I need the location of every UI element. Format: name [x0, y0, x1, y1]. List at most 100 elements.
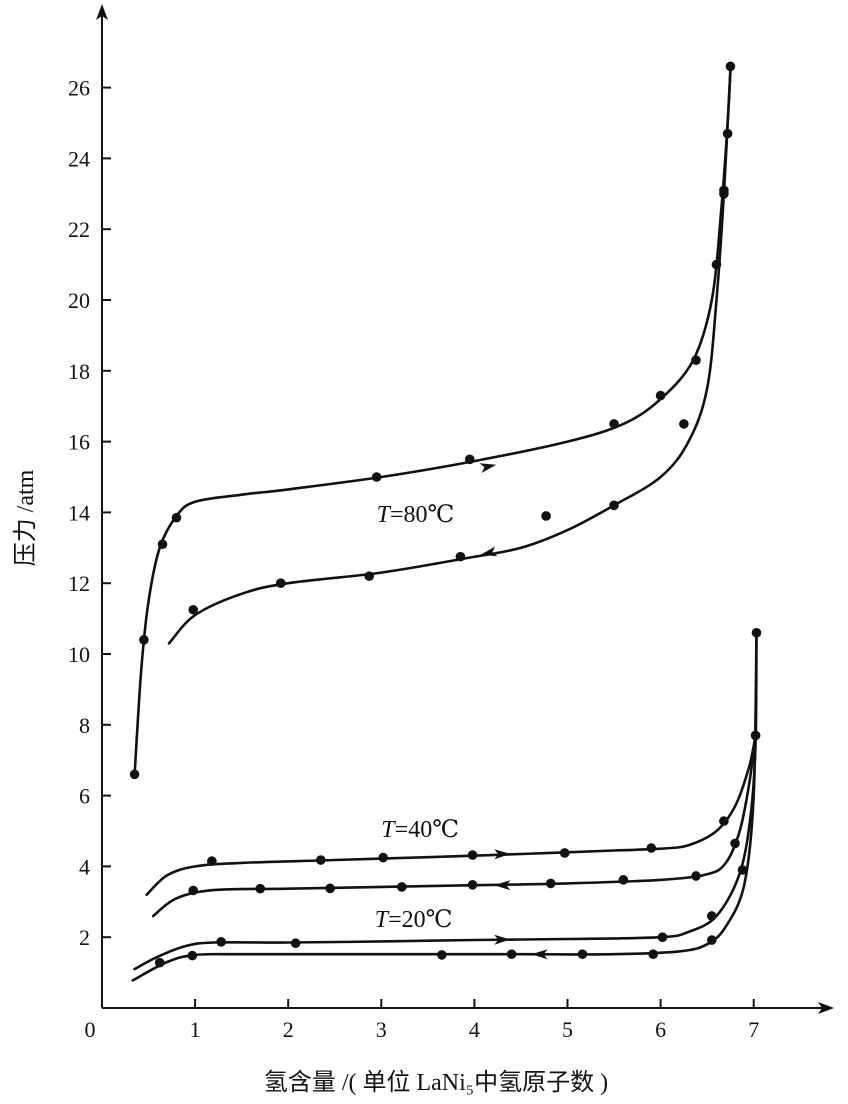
data-point [730, 838, 740, 849]
y-tick-label: 10 [68, 642, 90, 667]
data-point [577, 949, 588, 959]
direction-arrow [494, 880, 511, 891]
direction-arrow [531, 949, 548, 960]
data-point [719, 189, 729, 199]
data-point [722, 128, 733, 139]
data-point [325, 883, 335, 894]
direction-arrow [494, 934, 511, 945]
data-point [545, 878, 556, 889]
x-tick-label: 1 [190, 1017, 201, 1042]
data-point [437, 950, 447, 960]
data-point [646, 843, 657, 853]
data-point [378, 852, 388, 863]
curve-label-value: =40℃ [395, 817, 459, 843]
curve-label-variable: T [381, 817, 396, 843]
series-line [133, 631, 758, 971]
data-point [648, 949, 658, 959]
data-point [506, 949, 517, 959]
data-point [207, 856, 217, 866]
x-tick-label: 3 [376, 1017, 387, 1042]
data-point [655, 390, 666, 401]
y-tick-label: 22 [68, 217, 90, 242]
y-tick-label: 18 [68, 359, 90, 384]
curve-label-variable: T [377, 502, 392, 528]
data-point [711, 259, 722, 270]
data-point [657, 932, 668, 942]
x-axis-arrow [818, 1002, 834, 1014]
data-point [290, 938, 301, 949]
data-point [750, 730, 761, 741]
x-tick-label: 5 [562, 1017, 573, 1042]
y-tick-label: 24 [68, 146, 90, 171]
x-tick-label: 2 [283, 1017, 294, 1042]
curve-label: T=40℃ [381, 817, 459, 843]
axes [96, 4, 834, 1014]
curve-label-value: =80℃ [390, 502, 454, 528]
data-point [255, 883, 266, 894]
data-point [618, 875, 629, 885]
data-point [455, 551, 466, 562]
curve-label-variable: T [375, 907, 390, 933]
direction-arrow [494, 849, 511, 860]
curve-label: T=20℃ [375, 907, 453, 933]
x-tick-label: 6 [655, 1017, 666, 1042]
y-tick-label: 2 [79, 925, 90, 950]
data-point [609, 419, 619, 429]
data-point [187, 950, 198, 961]
data-point [371, 472, 382, 482]
data-point [691, 355, 701, 365]
data-point [691, 871, 701, 881]
data-point [609, 500, 619, 511]
curve-label-value: =20℃ [388, 907, 452, 933]
x-ticks: 0 1 2 3 4 5 6 7 [85, 999, 759, 1042]
y-axis-title: 压力 /atm [12, 469, 39, 566]
data-point [364, 571, 374, 581]
data-points [129, 61, 762, 968]
data-point [737, 865, 748, 875]
data-point [188, 885, 199, 896]
series-line [145, 734, 757, 896]
y-tick-label: 12 [68, 571, 90, 596]
direction-arrow [480, 546, 498, 557]
x-axis-title: 氢含量 /( 单位 LaNi₅中氢原子数 ) [264, 1069, 608, 1096]
data-point [559, 848, 570, 858]
data-point [216, 937, 226, 947]
data-point [315, 855, 326, 865]
data-point [129, 769, 140, 780]
data-point [541, 511, 551, 521]
data-point [157, 539, 168, 550]
y-tick-label: 4 [79, 854, 90, 879]
y-tick-label: 8 [79, 713, 90, 738]
y-tick-label: 6 [79, 784, 90, 809]
x-tick-label: 0 [85, 1017, 96, 1042]
direction-arrow [479, 463, 497, 473]
data-point [188, 604, 199, 615]
curve-labels: T=80℃T=40℃T=20℃ [375, 502, 459, 933]
y-tick-label: 26 [68, 76, 90, 101]
direction-arrows [479, 463, 548, 960]
y-tick-label: 14 [68, 500, 90, 525]
x-tick-label: 4 [469, 1017, 480, 1042]
y-axis-arrow [96, 4, 108, 20]
data-point [751, 627, 762, 638]
data-point [275, 578, 286, 588]
data-point [707, 935, 717, 945]
series-line [167, 68, 732, 645]
data-point [707, 911, 717, 921]
data-point [154, 957, 165, 968]
data-point [719, 816, 729, 826]
y-tick-label: 16 [68, 430, 90, 455]
data-point [396, 882, 407, 892]
data-point [467, 880, 478, 890]
data-point [679, 419, 689, 429]
data-point [464, 454, 475, 465]
data-point [725, 61, 736, 72]
y-tick-label: 20 [68, 288, 90, 313]
data-point [467, 850, 478, 860]
data-point [171, 512, 182, 523]
curve-label: T=80℃ [377, 502, 455, 528]
data-point [139, 635, 149, 645]
series-line [133, 68, 732, 776]
